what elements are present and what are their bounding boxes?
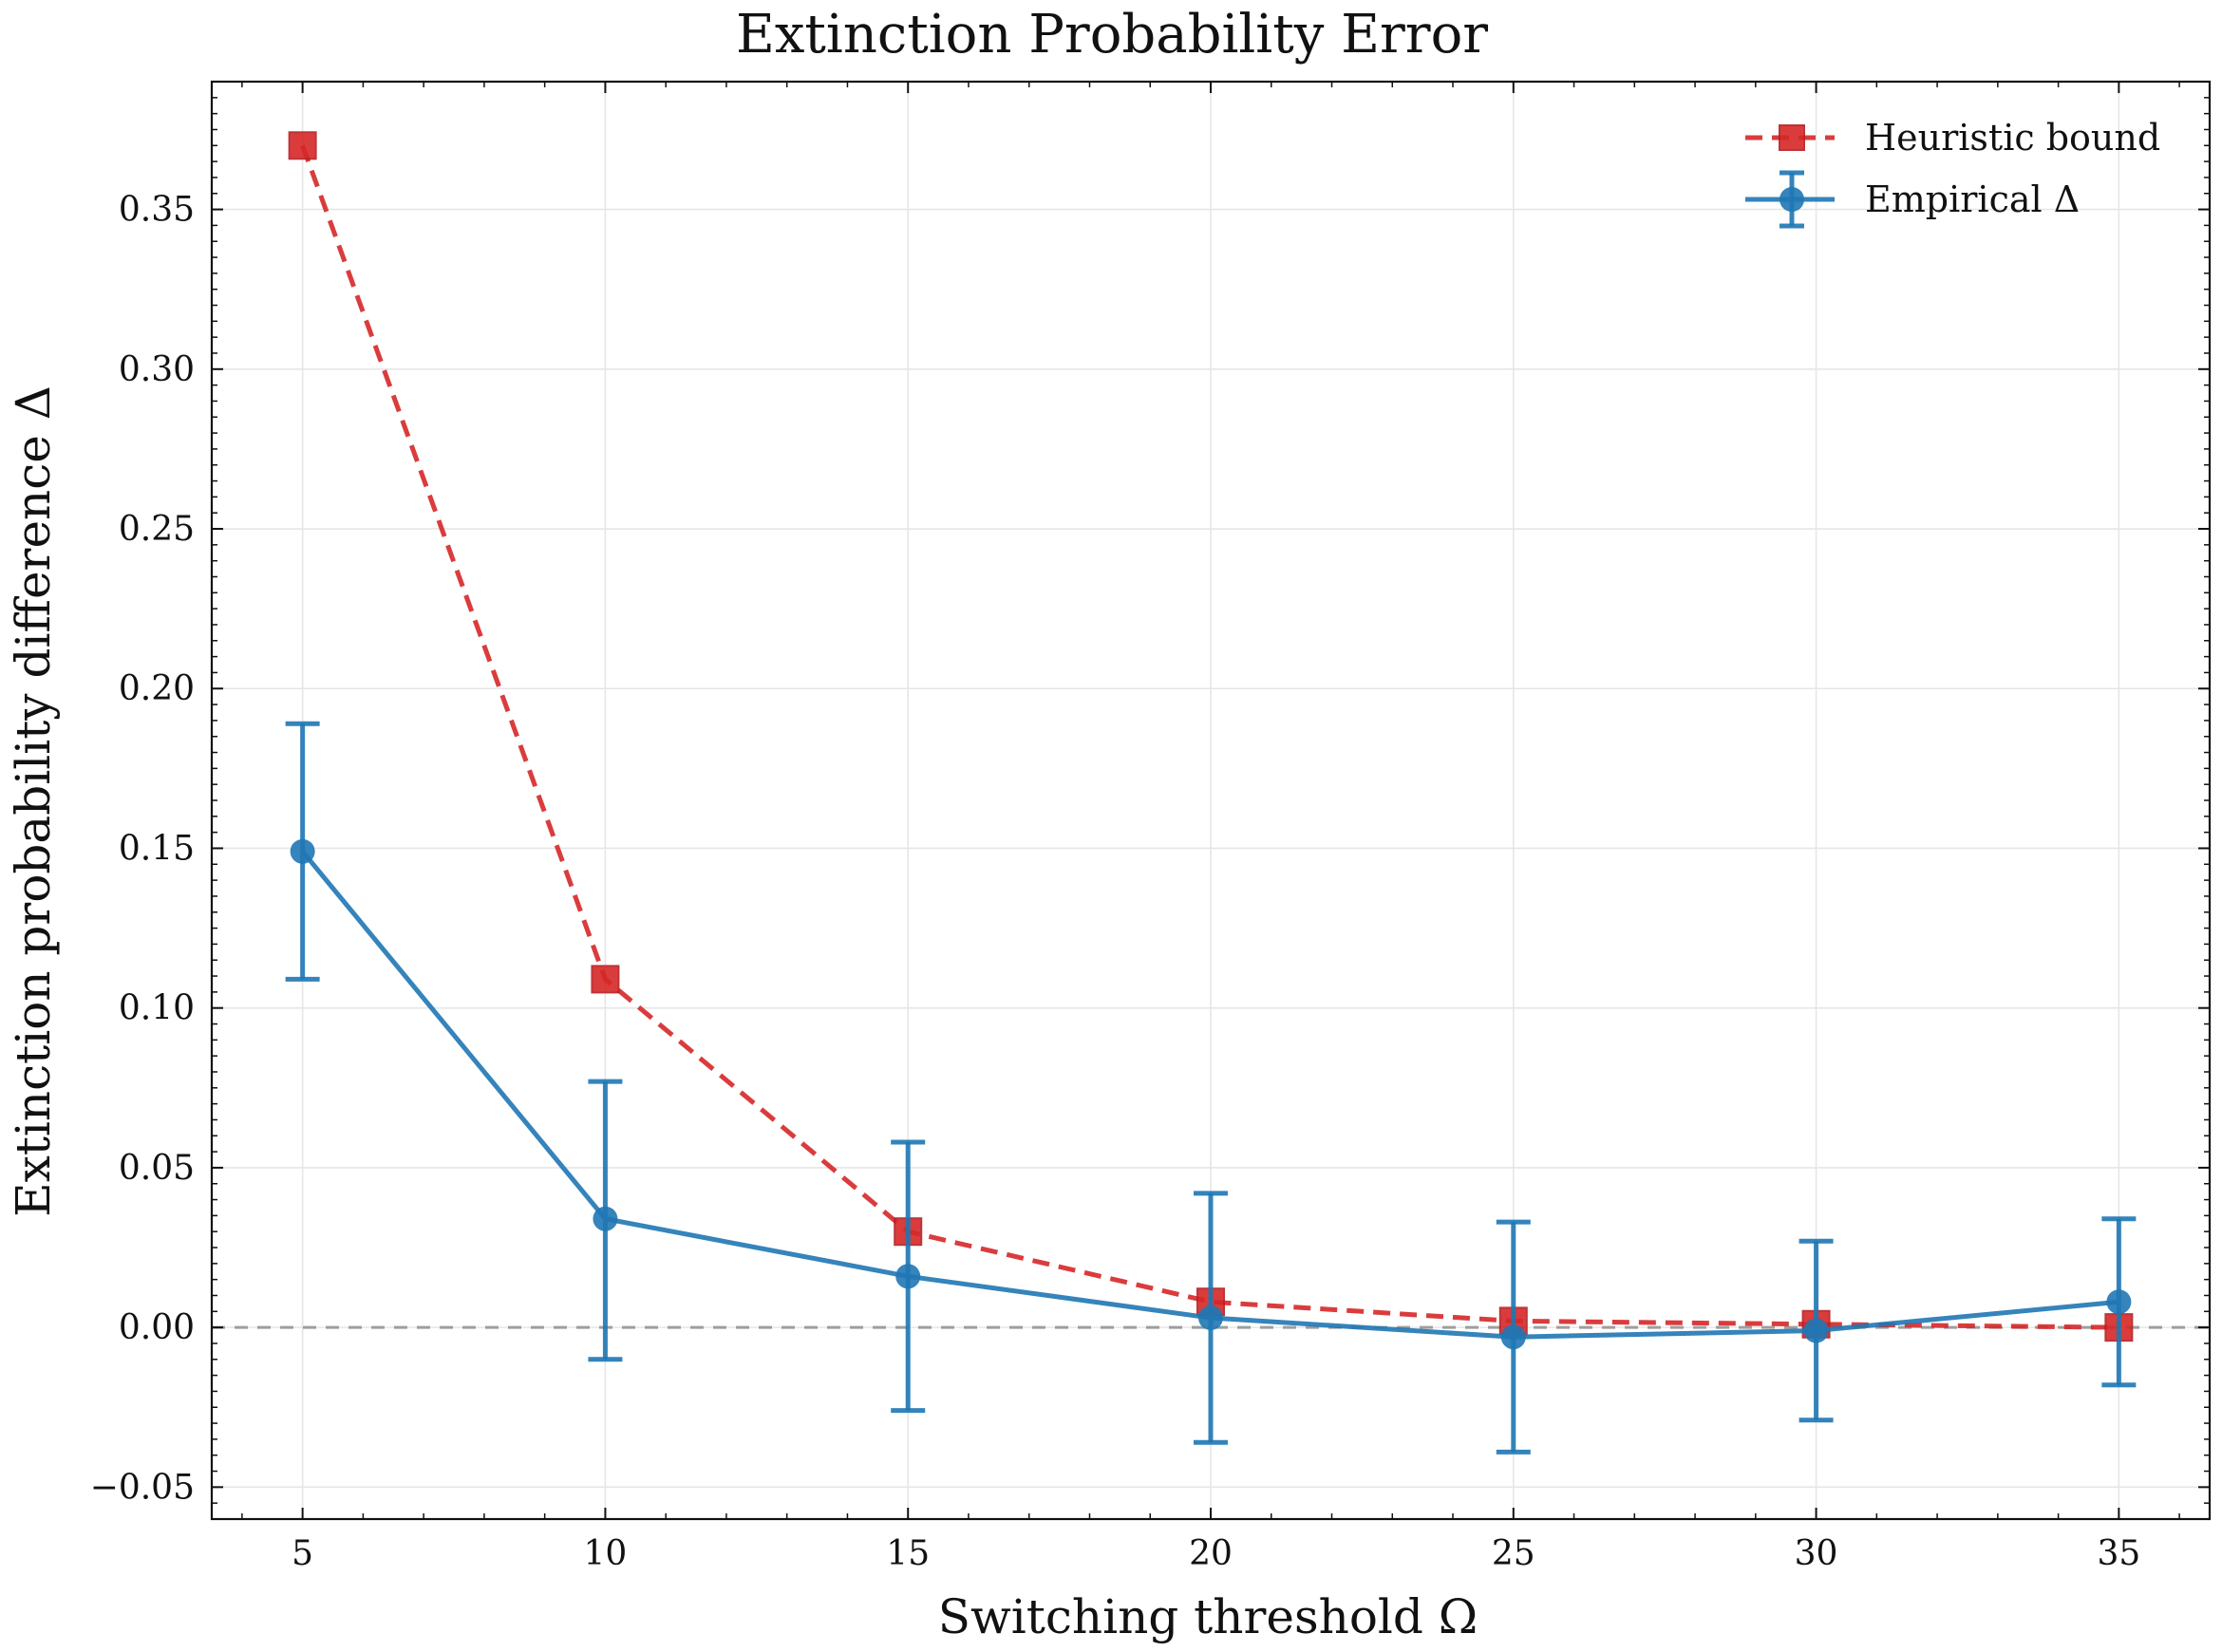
- y-tick-label: −0.05: [90, 1468, 195, 1507]
- x-tick-label: 15: [886, 1534, 930, 1573]
- x-tick-label: 30: [1795, 1534, 1838, 1573]
- grid-layer: [212, 82, 2210, 1519]
- y-tick-label: 0.00: [119, 1308, 195, 1347]
- y-tick-label: 0.35: [119, 191, 195, 230]
- y-tick-label: 0.20: [119, 669, 195, 708]
- y-axis-label: Extinction probability difference Δ: [6, 385, 61, 1217]
- tick-layer: 5 10 15 20 25 30 35 −0.05 0.00 0.05 0.10 0.15 0.20 0.…: [90, 81, 2210, 1573]
- empirical-delta-point: [895, 1264, 921, 1289]
- legend-empirical-label: Empirical Δ: [1865, 178, 2080, 220]
- legend: Heuristic bound Empirical Δ: [1745, 117, 2160, 229]
- legend-heuristic-marker: [1779, 124, 1805, 151]
- series-layer: [285, 131, 2137, 1455]
- y-tick-label: 0.10: [119, 989, 195, 1028]
- y-tick-label: 0.30: [119, 350, 195, 389]
- y-tick-label: 0.15: [119, 829, 195, 868]
- empirical-delta-point: [1198, 1305, 1223, 1331]
- empirical-delta-point: [290, 838, 315, 864]
- heuristic-bound-point: [591, 965, 620, 994]
- x-tick-label: 35: [2097, 1534, 2140, 1573]
- chart-title: Extinction Probability Error: [736, 4, 1488, 66]
- y-tick-label: 0.05: [119, 1149, 195, 1188]
- legend-empirical-marker: [1779, 187, 1804, 212]
- x-axis-label: Switching threshold Ω: [938, 1589, 1478, 1644]
- x-tick-label: 25: [1492, 1534, 1535, 1573]
- x-tick-label: 5: [292, 1534, 313, 1573]
- empirical-delta-point: [2106, 1289, 2132, 1315]
- x-tick-label: 10: [584, 1534, 628, 1573]
- legend-heuristic-label: Heuristic bound: [1865, 117, 2160, 159]
- y-tick-label: 0.25: [119, 510, 195, 549]
- x-tick-label: 20: [1189, 1534, 1233, 1573]
- heuristic-bound-point: [288, 131, 317, 160]
- empirical-delta-point: [593, 1206, 618, 1231]
- empirical-delta-point: [1803, 1318, 1829, 1343]
- empirical-delta-point: [1500, 1324, 1526, 1350]
